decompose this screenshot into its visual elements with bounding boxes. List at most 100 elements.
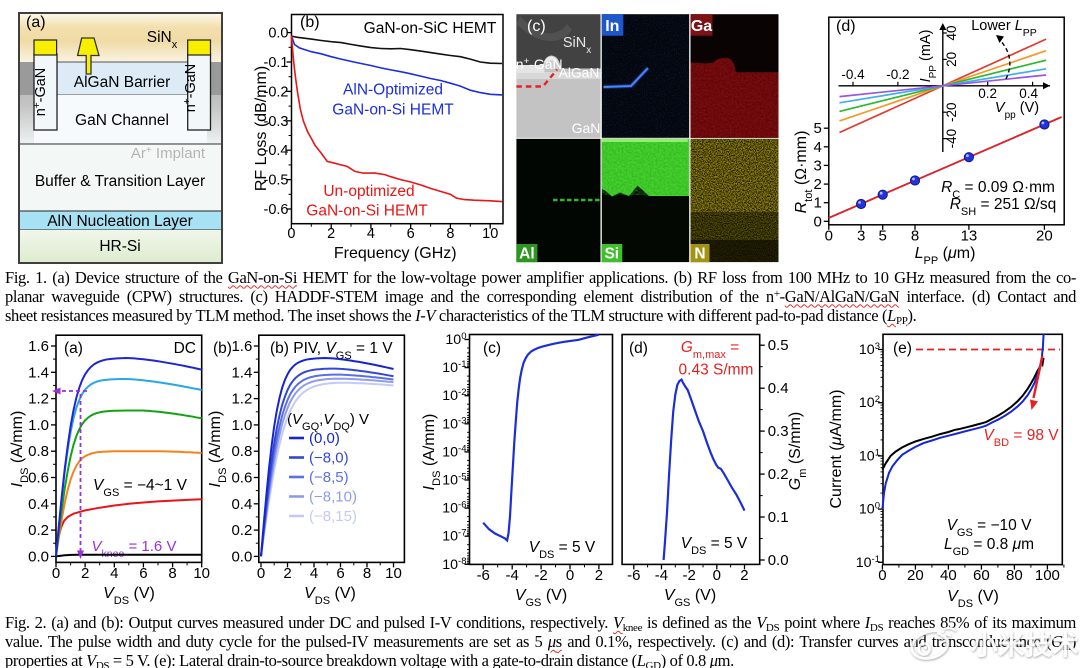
svg-text:N: N [694,246,705,263]
svg-text:4: 4 [367,226,375,242]
svg-text:-0.3: -0.3 [264,114,289,130]
svg-text:0.6: 0.6 [28,470,49,487]
svg-text:2: 2 [327,226,335,242]
svg-text:10: 10 [385,565,402,582]
svg-text:80: 80 [1006,567,1023,584]
svg-text:(b): (b) [300,14,320,31]
svg-text:3: 3 [857,227,865,244]
svg-text:10-1: 10-1 [856,553,880,571]
svg-text:1.2: 1.2 [231,391,252,408]
svg-text:20: 20 [1036,227,1053,244]
svg-text:VDS (V): VDS (V) [103,585,155,607]
svg-text:6: 6 [139,565,147,582]
svg-text:0.2: 0.2 [231,522,252,539]
svg-text:0.0: 0.0 [28,548,49,565]
svg-text:103: 103 [859,341,880,359]
svg-text:GaN: GaN [572,120,601,136]
svg-text:(c): (c) [483,340,501,357]
svg-text:(−8,0): (−8,0) [309,450,349,467]
svg-text:(−8,15): (−8,15) [309,508,357,525]
svg-text:DC: DC [174,340,196,357]
svg-text:GaN-on-Si HEMT: GaN-on-Si HEMT [332,102,454,119]
svg-text:0: 0 [713,567,721,584]
svg-text:VGS (V): VGS (V) [515,587,567,609]
svg-text:1: 1 [813,195,821,212]
svg-text:AlN-Optimized: AlN-Optimized [343,82,443,99]
svg-text:-4: -4 [505,567,518,584]
svg-text:10-7: 10-7 [442,527,466,545]
svg-text:10-8: 10-8 [442,555,466,573]
svg-text:8: 8 [363,565,371,582]
svg-text:0.0: 0.0 [231,548,252,565]
svg-text:1.4: 1.4 [231,364,252,381]
svg-text:0: 0 [813,213,821,230]
svg-text:-0.4: -0.4 [264,143,289,159]
svg-text:0: 0 [878,567,886,584]
svg-text:1.2: 1.2 [28,391,49,408]
svg-text:(d): (d) [836,18,856,35]
svg-text:Gm (S/mm): Gm (S/mm) [787,412,809,491]
svg-text:10-5: 10-5 [442,471,466,489]
svg-text:0: 0 [566,567,574,584]
svg-text:-0.6: -0.6 [264,202,289,218]
svg-text:-0.5: -0.5 [264,173,289,189]
svg-text:0.2: 0.2 [978,86,997,101]
svg-text:100: 100 [1035,567,1060,584]
svg-text:10-2: 10-2 [442,387,466,405]
svg-text:60: 60 [973,567,990,584]
svg-text:In: In [605,18,619,35]
svg-text:RF Loss (dB/mm): RF Loss (dB/mm) [253,66,270,191]
svg-text:(−8,5): (−8,5) [309,469,349,486]
svg-text:Ga: Ga [691,18,712,35]
svg-text:4: 4 [813,139,821,156]
svg-text:10: 10 [193,565,210,582]
svg-text:10-6: 10-6 [442,499,466,517]
svg-text:SiNx: SiNx [147,29,178,51]
svg-text:0.4: 0.4 [1019,86,1038,101]
svg-text:0: 0 [287,226,295,242]
svg-text:102: 102 [859,394,880,412]
svg-text:GaN Channel: GaN Channel [75,112,169,129]
svg-text:1.0: 1.0 [231,417,252,434]
svg-text:Frequency (GHz): Frequency (GHz) [334,245,457,262]
svg-text:40: 40 [944,25,959,40]
svg-text:-0.2: -0.2 [264,84,289,100]
svg-text:-40: -40 [944,129,959,149]
svg-text:10-1: 10-1 [442,359,466,377]
svg-text:Current (μA/mm): Current (μA/mm) [828,390,845,509]
svg-text:10-3: 10-3 [442,415,466,433]
svg-text:0.2: 0.2 [768,466,789,483]
svg-text:(b): (b) [213,340,232,357]
svg-text:20: 20 [944,52,959,67]
svg-text:1.6: 1.6 [231,338,252,355]
svg-text:8: 8 [446,226,454,242]
svg-text:VDS (V): VDS (V) [304,585,356,607]
svg-text:小米技术: 小米技术 [971,631,1079,661]
svg-text:Si: Si [604,246,619,263]
svg-text:100: 100 [445,331,466,349]
svg-text:(a): (a) [64,340,83,357]
svg-text:-2: -2 [534,567,547,584]
svg-text:0.0: 0.0 [268,26,288,42]
svg-text:IDS (A/mm): IDS (A/mm) [9,411,31,488]
svg-text:-0.1: -0.1 [264,55,289,71]
svg-text:AlGaN: AlGaN [559,66,600,81]
svg-text:0.8: 0.8 [231,443,252,460]
svg-text:-0.2: -0.2 [886,67,909,82]
svg-text:8: 8 [168,565,176,582]
svg-text:-20: -20 [944,102,959,122]
svg-text:-2: -2 [682,567,695,584]
svg-text:40: 40 [940,567,957,584]
svg-text:AlGaN Barrier: AlGaN Barrier [74,74,170,91]
svg-text:5: 5 [879,227,887,244]
svg-text:3: 3 [813,157,821,174]
svg-text:0.4: 0.4 [231,496,252,513]
svg-text:0: 0 [257,565,265,582]
svg-text:AlN Nucleation Layer: AlN Nucleation Layer [47,213,193,230]
svg-text:IDS (A/mm): IDS (A/mm) [207,411,229,488]
svg-text:(b) PIV, VGS = 1 V: (b) PIV, VGS = 1 V [270,340,393,362]
svg-text:0: 0 [825,227,833,244]
svg-text:(0,0): (0,0) [309,430,340,447]
svg-text:RC = 0.09 Ω·mm: RC = 0.09 Ω·mm [941,179,1055,201]
svg-text:0.2: 0.2 [28,522,49,539]
